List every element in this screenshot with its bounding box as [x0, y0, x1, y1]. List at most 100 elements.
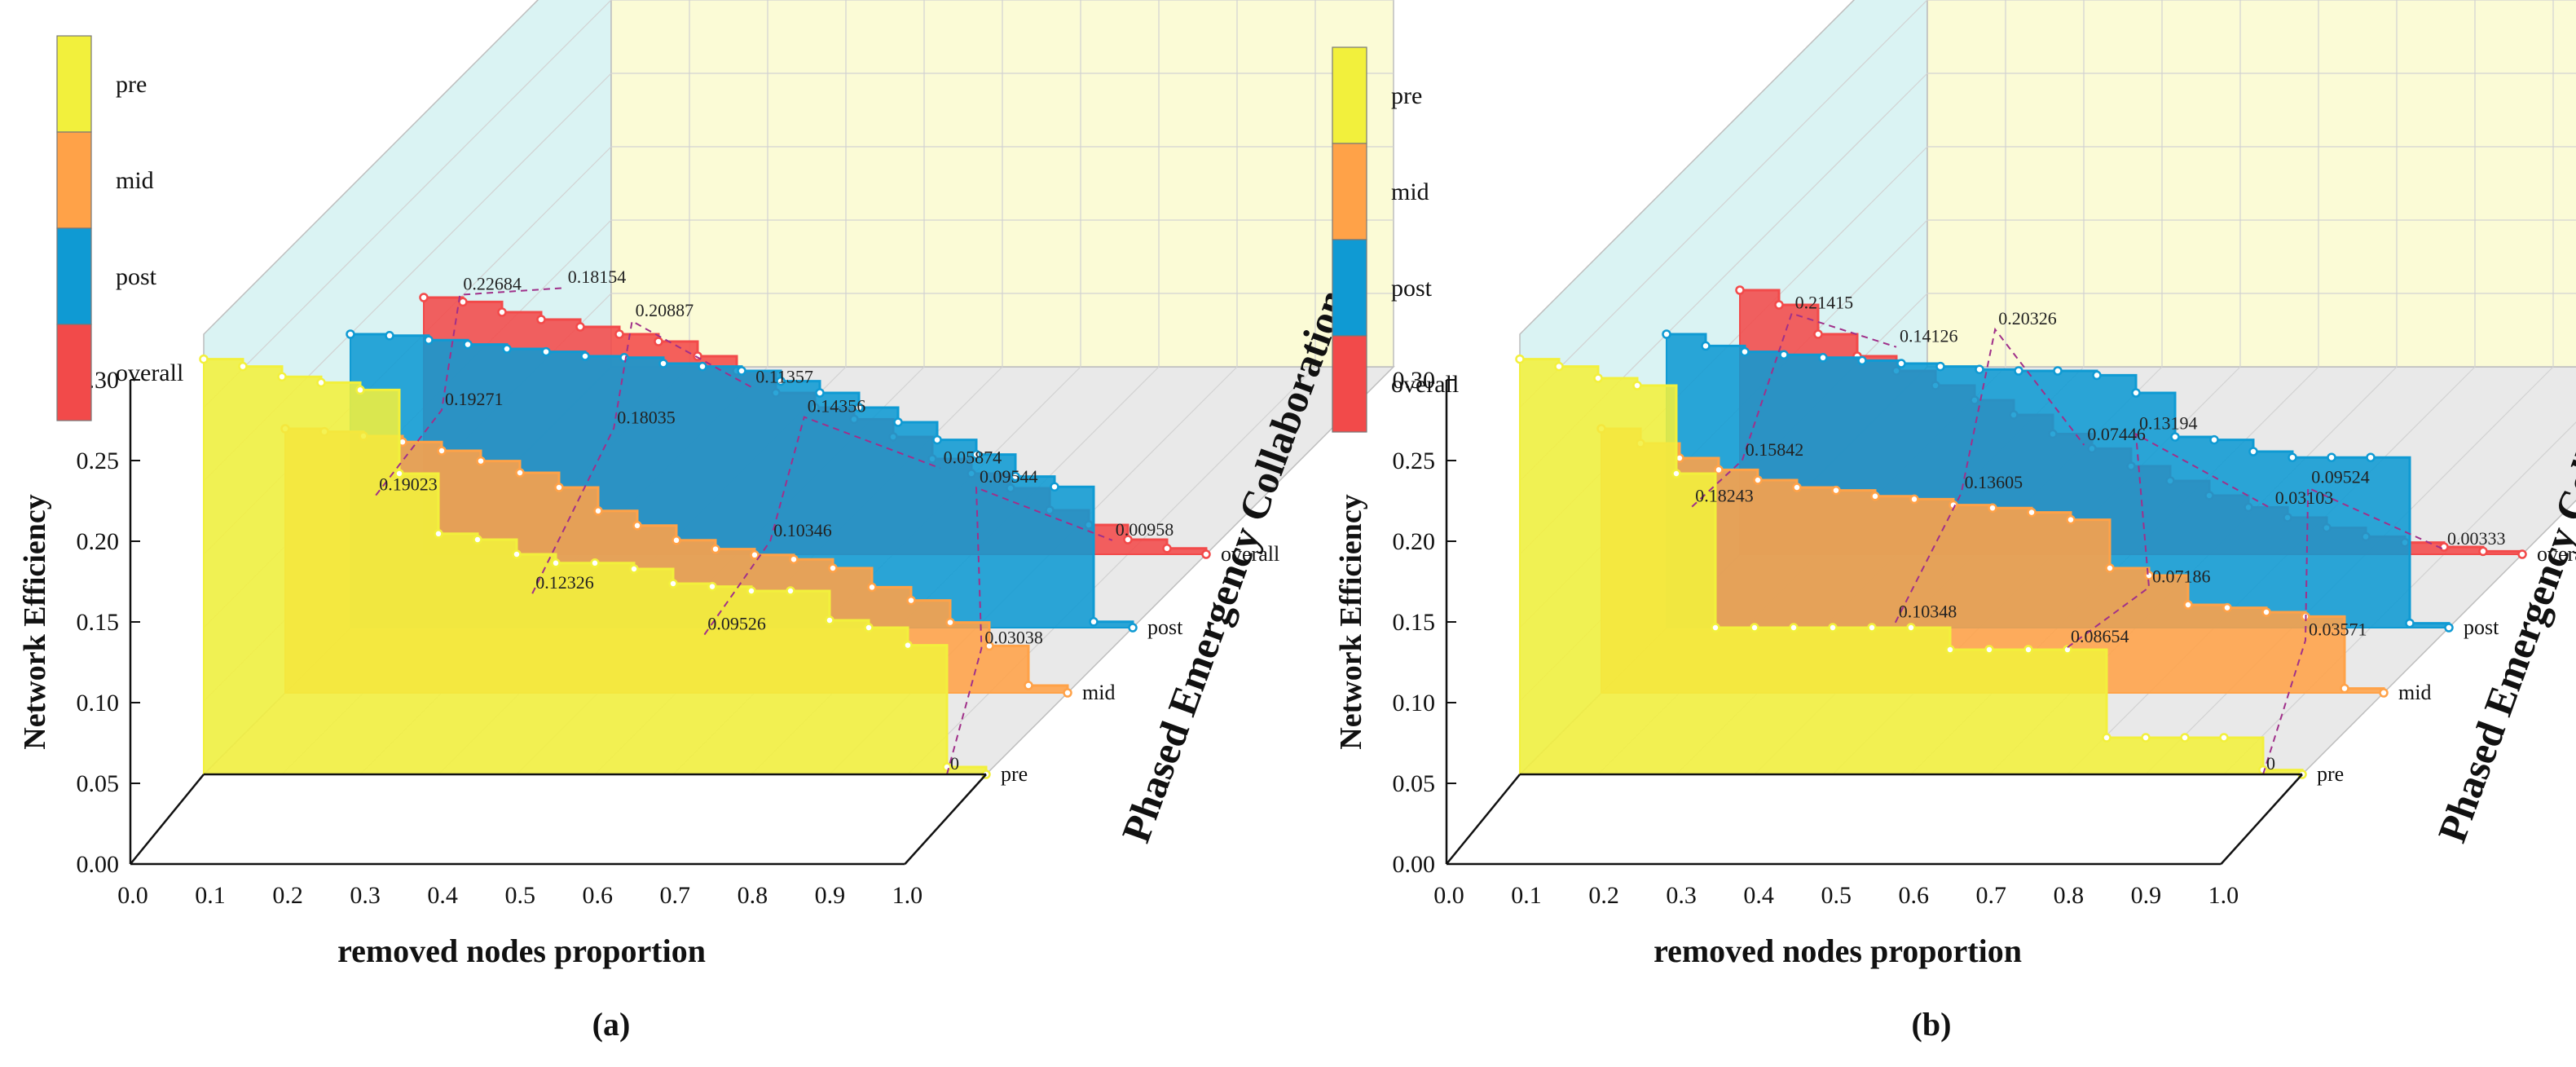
x-tick-label: 0.1 — [1511, 882, 1542, 909]
y-tick-label: 0.05 — [1393, 770, 1436, 797]
y-tick-label: 0.20 — [77, 528, 120, 555]
x-tick-label: 0.3 — [350, 882, 381, 909]
connector-line — [2067, 432, 2273, 649]
point-mid — [750, 550, 760, 560]
y-tick-label: 0.15 — [1393, 609, 1436, 636]
floor-gridline — [2223, 421, 2576, 775]
point-pre — [1750, 623, 1759, 633]
panel-label: (a) — [592, 1006, 631, 1043]
legend-label-overall: overall — [1391, 371, 1459, 398]
point-post — [2444, 623, 2454, 633]
connector-line — [703, 416, 940, 636]
point-overall — [1162, 544, 1172, 553]
point-post — [1011, 471, 1020, 482]
y-axis-title: Network Efficiency — [1334, 494, 1368, 749]
point-mid — [984, 641, 994, 651]
point-pre — [1945, 645, 1955, 655]
point-post — [932, 434, 942, 445]
point-mid — [2261, 607, 2271, 617]
point-pre — [512, 549, 522, 559]
point-mid — [2027, 507, 2037, 518]
point-mid — [1714, 465, 1724, 475]
point-post — [658, 359, 668, 368]
y-tick-label: 0.15 — [77, 609, 120, 636]
point-mid — [1792, 483, 1802, 492]
point-pre — [629, 564, 639, 574]
legend-swatch-post — [56, 227, 92, 325]
legend-swatch-mid — [56, 131, 92, 229]
point-mid — [632, 521, 642, 531]
point-mid — [2105, 563, 2115, 573]
point-mid — [554, 483, 564, 492]
point-overall — [1123, 535, 1133, 545]
data-label-pre: 0.19023 — [379, 474, 438, 495]
data-label-post: 0.22684 — [463, 274, 522, 294]
point-pre — [1789, 623, 1799, 633]
point-pre — [2063, 645, 2072, 655]
x-tick-label: 0.4 — [427, 882, 458, 909]
data-label-mid: 0.15842 — [1746, 439, 1804, 460]
point-post — [1975, 364, 1984, 374]
point-mid — [945, 617, 955, 628]
point-mid — [2066, 514, 2076, 525]
point-post — [1818, 353, 1828, 363]
point-pre — [786, 586, 795, 596]
point-post — [2288, 452, 2297, 462]
legend-swatch-pre — [1332, 46, 1367, 144]
legend-label-pre: pre — [1391, 82, 1422, 109]
point-post — [2131, 388, 2141, 398]
x-tick-label: 0.8 — [738, 882, 768, 909]
point-post — [854, 403, 864, 412]
point-post — [776, 376, 786, 386]
y-tick-label: 0.25 — [77, 448, 120, 474]
point-pre — [551, 558, 561, 568]
y-tick-label: 0.10 — [1393, 690, 1436, 716]
x-tick-label: 0.0 — [1433, 882, 1464, 909]
data-label-mid: 0.18035 — [617, 407, 676, 427]
point-post — [1740, 346, 1750, 357]
x-axis-connector — [1446, 774, 1521, 865]
point-post — [385, 331, 394, 341]
x-axis-connector — [130, 774, 205, 865]
point-post — [2170, 432, 2180, 442]
x-tick-label: 0.1 — [195, 882, 226, 909]
point-post — [737, 366, 746, 376]
x-axis-side — [904, 774, 987, 865]
side-wall-gridline — [203, 0, 612, 408]
point-overall — [536, 315, 546, 324]
x-tick-label: 0.6 — [1898, 882, 1929, 909]
data-label-post: 0.20326 — [1998, 308, 2057, 328]
point-pre — [2102, 733, 2111, 743]
point-post — [1896, 359, 1906, 368]
connector-line — [2262, 487, 2445, 775]
data-label-post: 0.14356 — [808, 396, 866, 417]
legend-swatch-overall — [56, 324, 92, 421]
point-mid — [2340, 683, 2349, 694]
point-pre — [316, 377, 326, 388]
x-tick-label: 0.5 — [1821, 882, 1852, 909]
series-label-mid: mid — [2398, 681, 2431, 704]
point-overall — [2517, 549, 2527, 559]
data-label-overall: 0.00333 — [2447, 528, 2506, 549]
point-overall — [1774, 300, 1784, 310]
x-tick-label: 1.0 — [2208, 882, 2239, 909]
x-tick-label: 0.7 — [660, 882, 691, 909]
line-pre — [1520, 358, 2304, 774]
data-label-post: 0.13194 — [2139, 413, 2198, 434]
point-mid — [1831, 485, 1841, 496]
point-post — [2053, 366, 2063, 376]
legend-label-pre: pre — [116, 71, 147, 98]
legend-label-overall: overall — [116, 359, 183, 386]
legend-swatch-overall — [1332, 335, 1367, 433]
point-overall — [614, 329, 624, 339]
side-wall-gridline — [1519, 0, 1928, 408]
x-tick-label: 0.5 — [504, 882, 535, 909]
data-label-pre: 0.18243 — [1695, 486, 1754, 506]
data-label-mid: 0.19271 — [445, 389, 504, 409]
point-overall — [654, 337, 663, 346]
point-mid — [1909, 494, 1919, 505]
point-post — [1779, 350, 1789, 359]
series-label-mid: mid — [1082, 681, 1115, 704]
point-post — [346, 329, 355, 339]
point-overall — [497, 307, 507, 317]
